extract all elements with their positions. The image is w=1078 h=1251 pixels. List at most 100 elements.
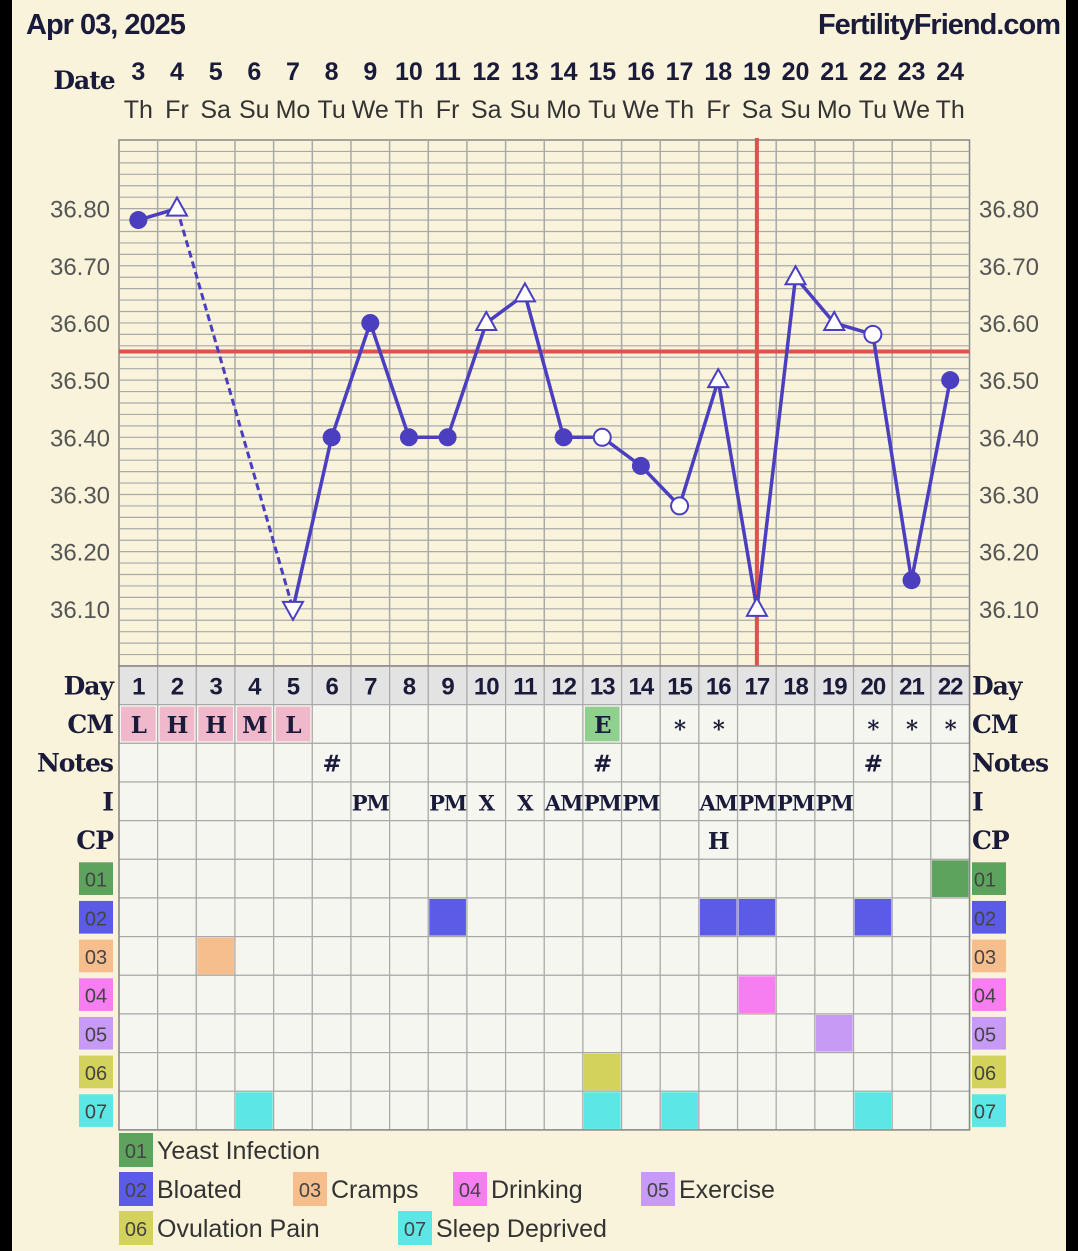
table-cell [505, 1090, 545, 1131]
table-cell [311, 897, 352, 938]
table-cell [543, 1090, 584, 1131]
weekday-label: Th [936, 96, 965, 124]
temperature-segment [291, 436, 334, 610]
table-cell [273, 1013, 313, 1054]
table-cell [118, 820, 159, 860]
table-cell [157, 897, 197, 938]
table-cell [698, 1051, 739, 1092]
day-value: 13 [590, 673, 615, 700]
table-cell [118, 974, 159, 1015]
legend-label: Bloated [157, 1176, 242, 1204]
y-tick-label-right: 36.40 [979, 425, 1039, 452]
category-day-cell [854, 898, 892, 936]
legend-swatch [119, 1211, 153, 1245]
table-cell [427, 936, 468, 976]
temperature-point [165, 195, 189, 217]
table-cell [543, 897, 584, 938]
table-cell [234, 1051, 275, 1092]
intercourse-value: PM [816, 790, 854, 815]
table-cell [775, 1090, 816, 1131]
table-cell [659, 665, 700, 706]
category-code-badge-right [972, 1094, 1006, 1127]
day-value: 2 [171, 673, 184, 700]
cm-cell-fill [275, 706, 311, 742]
table-cell [350, 974, 391, 1015]
temperature-point [513, 281, 537, 303]
table-cell [157, 1013, 197, 1054]
temperature-point [631, 456, 650, 475]
table-cell [736, 858, 777, 899]
weekday-label: Tu [318, 96, 346, 124]
table-cell [814, 974, 855, 1015]
table-cell [620, 1051, 661, 1092]
weekday-label: Th [124, 96, 153, 124]
intercourse-row-label-right: I [972, 787, 983, 816]
date-number: 3 [131, 58, 145, 86]
category-code-badge-right [972, 862, 1006, 895]
table-cell [543, 1051, 584, 1092]
intercourse-value: AM [544, 790, 583, 815]
table-cell [427, 974, 468, 1015]
table-cell [466, 820, 507, 860]
table-cell [930, 742, 971, 783]
table-cell [311, 974, 352, 1015]
temperature-point [554, 428, 573, 447]
table-cell [311, 1051, 352, 1092]
table-cell [582, 742, 623, 783]
intercourse-value: PM [622, 790, 660, 815]
table-cell [466, 742, 507, 783]
date-number: 20 [782, 58, 810, 86]
date-row-label: Date [53, 66, 114, 95]
notes-value: # [322, 751, 340, 778]
fertility-chart: Apr 03, 2025 FertilityFriend.com Date 3 Th 4 F… [26, 9, 1061, 1245]
table-cell [350, 742, 391, 783]
cm-cell-fill [159, 706, 195, 742]
site-brand: FertilityFriend.com [818, 9, 1060, 41]
table-cell [273, 897, 313, 938]
table-cell [350, 897, 391, 938]
table-cell [389, 1090, 429, 1131]
temperature-segment [716, 379, 759, 610]
weekday-label: Su [780, 96, 811, 124]
table-cell [389, 781, 429, 822]
intercourse-value: PM [429, 790, 467, 815]
legend-code: 01 [125, 1141, 147, 1163]
table-cell [157, 665, 197, 706]
table-cell [814, 1051, 855, 1092]
table-cell [698, 1013, 739, 1054]
temperature-point [941, 371, 960, 390]
table-cell [620, 1090, 661, 1131]
table-cell [273, 974, 313, 1015]
table-cell [698, 858, 739, 899]
table-cell [505, 897, 545, 938]
table-cell [118, 858, 159, 899]
cm-value: E [594, 712, 611, 739]
table-cell [620, 742, 661, 783]
intercourse-value: PM [777, 790, 815, 815]
category-day-cell [661, 1092, 698, 1129]
date-number: 11 [434, 58, 461, 86]
table-cell [620, 936, 661, 976]
weekday-label: Mo [276, 96, 311, 124]
temperature-point [474, 309, 498, 331]
table-cell [891, 974, 932, 1015]
table-cell [195, 1090, 236, 1131]
table-cell [736, 1051, 777, 1092]
weekday-label: We [622, 96, 659, 124]
table-cell [311, 742, 352, 783]
legend-swatch [453, 1172, 487, 1206]
temperature-segment [871, 334, 914, 581]
table-cell [427, 1090, 468, 1131]
category-day-cell [738, 976, 776, 1013]
table-cell [891, 936, 932, 976]
table-cell [350, 1051, 391, 1092]
legend-swatch [641, 1172, 675, 1206]
category-code-left: 05 [85, 1024, 107, 1046]
day-value: 5 [287, 673, 300, 700]
table-cell [234, 1013, 275, 1054]
table-cell [736, 936, 777, 976]
legend-label: Sleep Deprived [436, 1215, 607, 1243]
table-cell [195, 858, 236, 899]
legend-code: 02 [125, 1180, 147, 1202]
category-code-badge-left [79, 1055, 113, 1089]
